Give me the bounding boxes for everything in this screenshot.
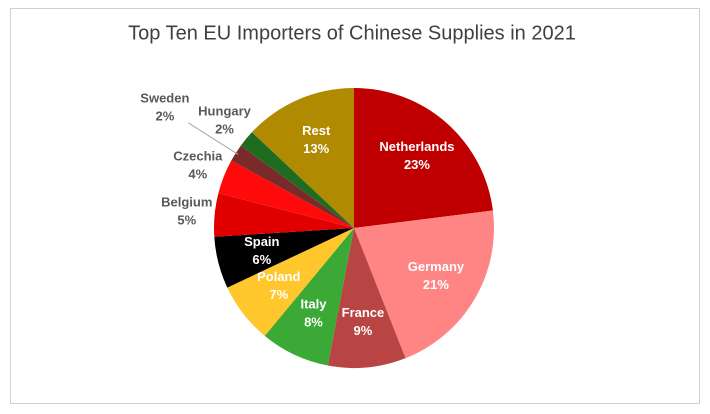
- slice-label-name: Czechia: [173, 149, 223, 164]
- slice-label-name: Italy: [300, 297, 327, 312]
- slice-label-name: Rest: [302, 123, 331, 138]
- slice-label-value: 23%: [404, 157, 430, 172]
- slice-label-name: Germany: [408, 259, 465, 274]
- slice-label-value: 8%: [304, 315, 323, 330]
- pie-slice: [251, 88, 354, 228]
- pie-slice: [264, 228, 354, 366]
- pie-slice: [231, 145, 354, 228]
- pie-slice: [218, 160, 354, 228]
- pie-slice: [214, 193, 354, 237]
- slice-label-name: Sweden: [140, 90, 189, 105]
- pie-slice: [214, 228, 354, 288]
- slice-label-name: Belgium: [161, 195, 212, 210]
- slice-label-value: 6%: [252, 252, 271, 267]
- pie-slice: [240, 132, 354, 228]
- pie-slice: [227, 228, 354, 336]
- slice-label-name: France: [342, 305, 385, 320]
- slice-label-name: Hungary: [198, 103, 252, 118]
- pie-slice: [354, 210, 494, 359]
- slice-label-value: 7%: [269, 287, 288, 302]
- slice-label-value: 2%: [215, 121, 234, 136]
- slice-label-value: 2%: [155, 108, 174, 123]
- slice-label-value: 13%: [303, 141, 329, 156]
- pie-slice: [327, 228, 406, 369]
- slice-label-value: 4%: [188, 167, 207, 182]
- chart-title: Top Ten EU Importers of Chinese Supplies…: [128, 22, 576, 44]
- pie-slice: [354, 88, 493, 228]
- slice-label-name: Poland: [257, 269, 300, 284]
- slice-label-value: 5%: [177, 213, 196, 228]
- slice-label-value: 21%: [423, 277, 449, 292]
- slice-label-name: Spain: [244, 234, 279, 249]
- leader-line: [188, 122, 239, 155]
- slice-label-name: Netherlands: [379, 139, 454, 154]
- slice-label-value: 9%: [354, 323, 373, 338]
